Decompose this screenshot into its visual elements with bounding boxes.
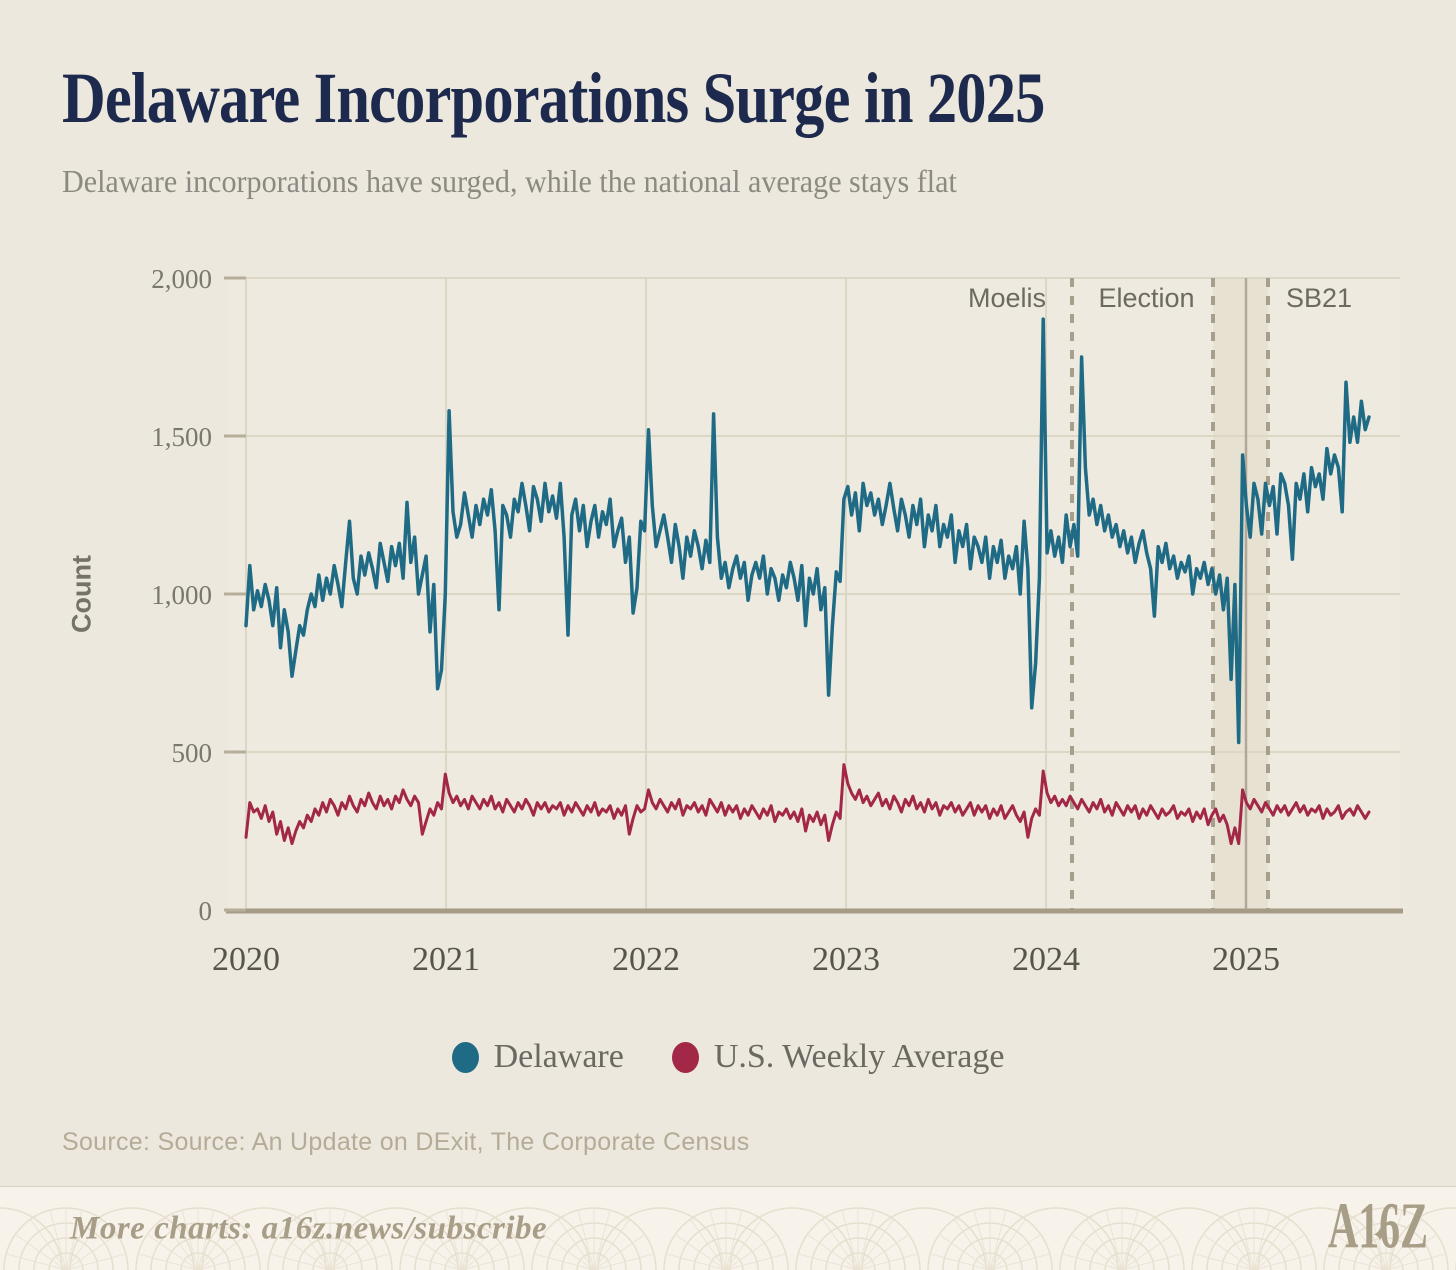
y-tick-label: 1,500 xyxy=(151,422,212,452)
art-deco-pattern xyxy=(0,1187,1456,1270)
subscribe-link[interactable]: More charts: a16z.news/subscribe xyxy=(70,1210,548,1246)
legend-item: U.S. Weekly Average xyxy=(671,1038,1005,1076)
event-label-election: Election xyxy=(1098,283,1194,313)
x-tick-label: 2020 xyxy=(212,941,280,978)
legend-item: Delaware xyxy=(451,1038,624,1076)
x-tick-label: 2025 xyxy=(1212,941,1280,978)
x-tick-label: 2024 xyxy=(1012,941,1080,978)
event-label-sb21: SB21 xyxy=(1286,283,1352,313)
legend-label: Delaware xyxy=(493,1038,624,1075)
x-tick-label: 2023 xyxy=(812,941,880,978)
footer-bar: More charts: a16z.news/subscribe A16Z ✦ xyxy=(0,1186,1456,1270)
x-tick-label: 2022 xyxy=(612,941,680,978)
y-axis-title: Count xyxy=(66,555,97,633)
event-label-moelis: Moelis xyxy=(968,283,1046,313)
legend-label: U.S. Weekly Average xyxy=(713,1038,1005,1075)
us-weekly-average-line xyxy=(244,763,1371,846)
chart-legend: Delaware U.S. Weekly Average xyxy=(0,1038,1456,1076)
y-tick-label: 2,000 xyxy=(151,264,212,294)
a16z-logo: A16Z ✦ xyxy=(1324,1189,1434,1268)
delaware-line xyxy=(244,317,1371,745)
legend-dot-icon xyxy=(451,1041,479,1073)
four-point-star-icon: ✦ xyxy=(1372,1222,1389,1246)
y-tick-label: 1,000 xyxy=(151,580,212,610)
source-note: Source: Source: An Update on DExit, The … xyxy=(62,1128,750,1156)
page-subtitle: Delaware incorporations have surged, whi… xyxy=(62,163,957,199)
a16z-logo-text: A16Z xyxy=(1328,1189,1428,1262)
y-tick-label: 500 xyxy=(172,738,213,768)
page-title: Delaware Incorporations Surge in 2025 xyxy=(62,58,1045,138)
legend-dot-icon xyxy=(671,1041,699,1073)
y-tick-label: 0 xyxy=(199,896,213,926)
x-tick-label: 2021 xyxy=(412,941,480,978)
